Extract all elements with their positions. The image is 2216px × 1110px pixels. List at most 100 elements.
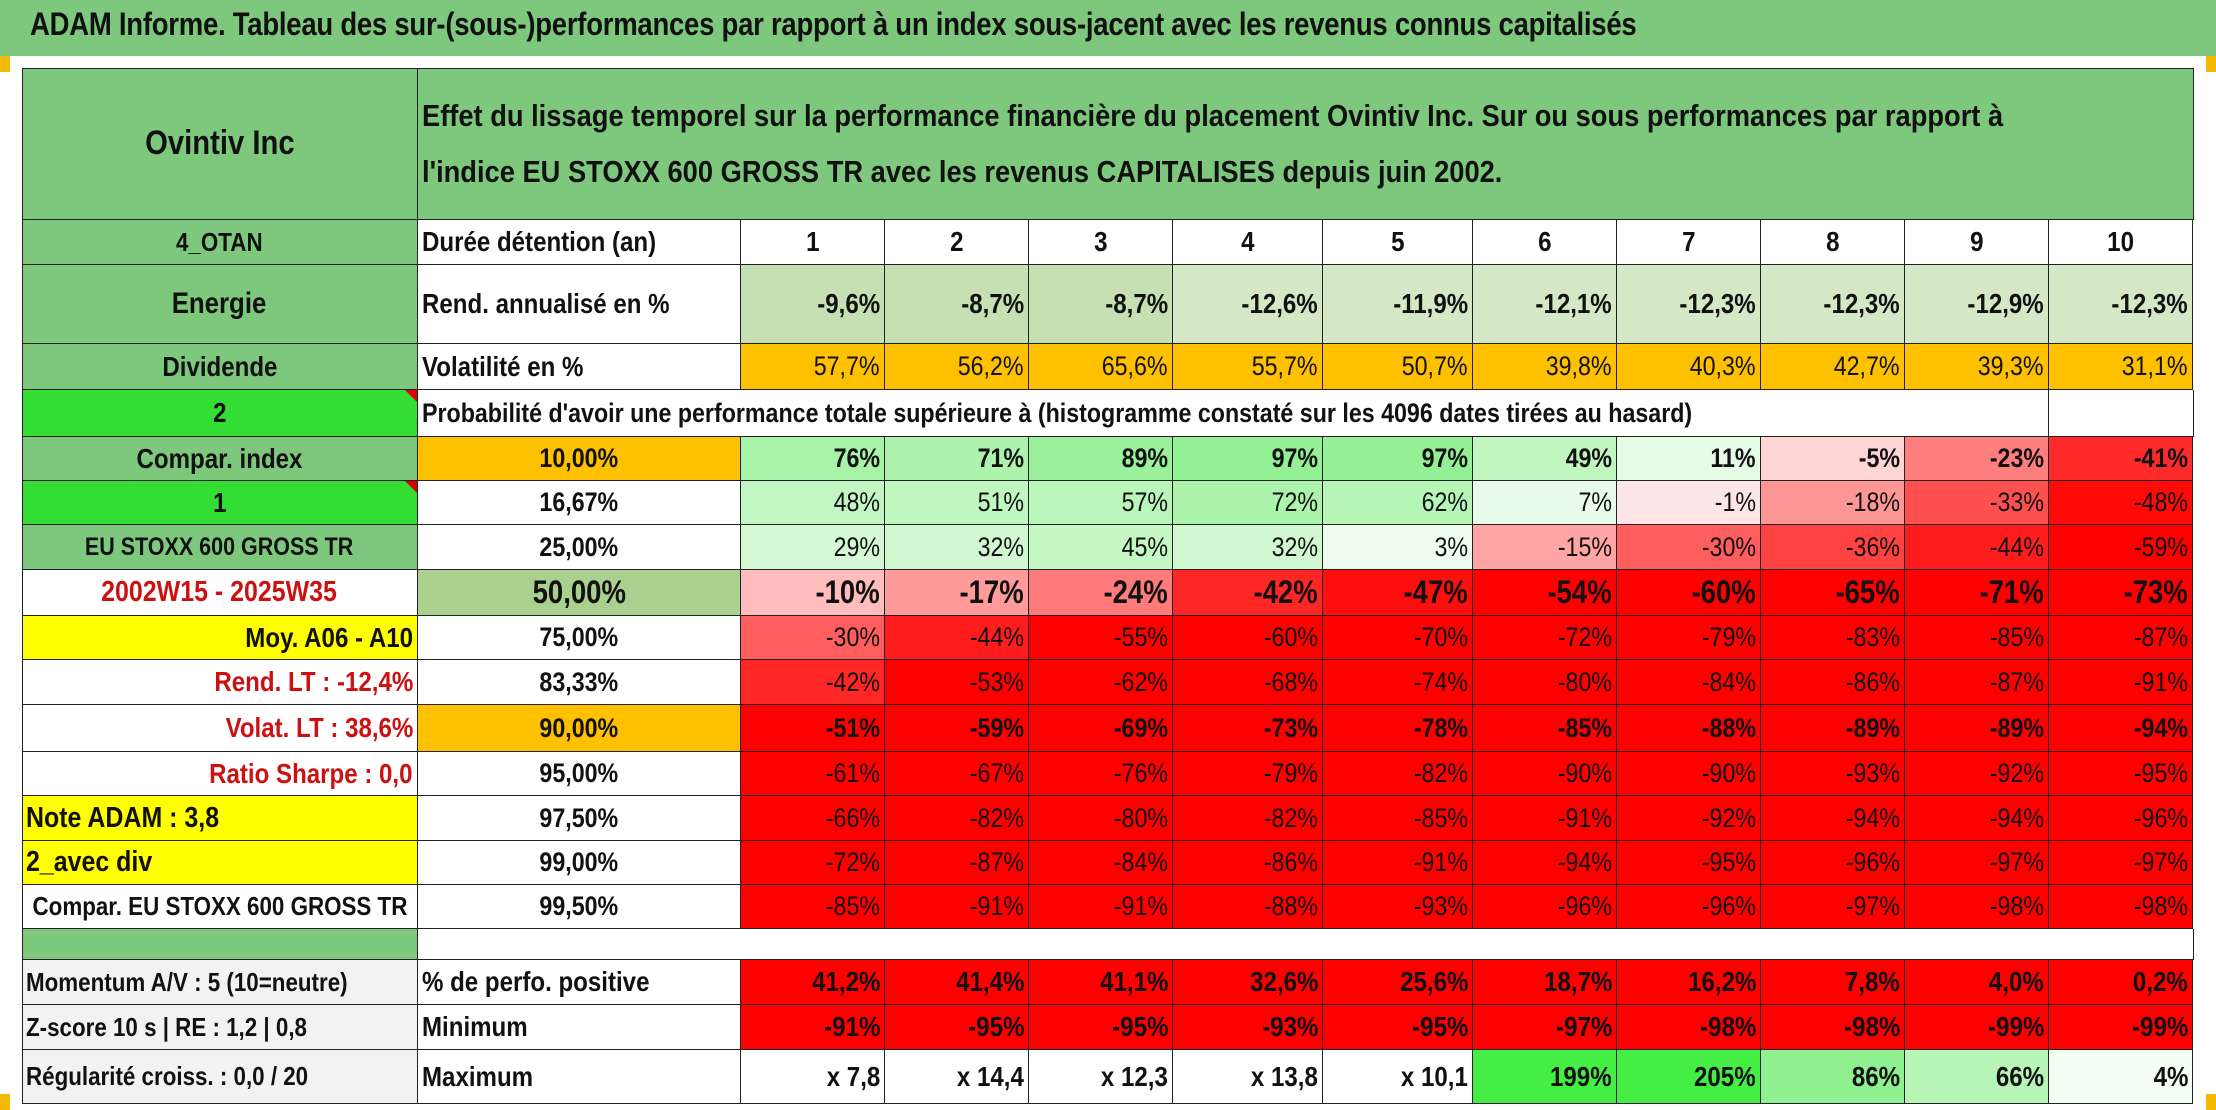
quantile-cell-text: -91% xyxy=(1113,891,1168,921)
quantile-pct-text: 97,50% xyxy=(539,802,619,833)
year-cell: 1 xyxy=(741,220,885,265)
label-volat: Volatilité en % xyxy=(418,344,741,390)
minimum-cell: -93% xyxy=(1173,1005,1323,1050)
quantile-cell: -94% xyxy=(1905,796,2049,841)
quantile-pct-text: 16,67% xyxy=(539,487,619,517)
quantile-cell: -96% xyxy=(1761,841,1905,885)
quantile-cell: -82% xyxy=(885,796,1029,841)
left-rend-lt-text: Rend. LT : -12,4% xyxy=(214,666,413,697)
year-cell-text: 9 xyxy=(1969,226,1984,257)
quantile-pct: 16,67% xyxy=(418,481,741,525)
quantile-cell: -91% xyxy=(885,885,1029,929)
maximum-cell: 205% xyxy=(1617,1050,1761,1104)
minimum-cell: -99% xyxy=(1905,1005,2049,1050)
quantile-cell: -41% xyxy=(2049,437,2193,481)
quantile-cell-text: -97% xyxy=(2133,847,2188,877)
quantile-cell: -85% xyxy=(1323,796,1473,841)
quantile-cell: -55% xyxy=(1029,616,1173,660)
quantile-cell-text: -95% xyxy=(1701,847,1756,877)
quantile-cell: -59% xyxy=(2049,525,2193,570)
maximum-cell-text: 86% xyxy=(1851,1060,1900,1092)
volat-cell-text: 57,7% xyxy=(814,351,880,381)
quantile-cell: -72% xyxy=(741,841,885,885)
quantile-cell-text: -90% xyxy=(1701,758,1756,788)
quantile-cell-text: -80% xyxy=(1557,666,1612,697)
quantile-cell: -17% xyxy=(885,570,1029,616)
quantile-cell: -69% xyxy=(1029,705,1173,752)
header-header-text-line1: Effet du lissage temporel sur la perform… xyxy=(422,97,2004,133)
quantile-cell-text: -86% xyxy=(1845,666,1900,697)
left-period-text: 2002W15 - 2025W35 xyxy=(101,576,338,608)
left-moy: Moy. A06 - A10 xyxy=(22,616,418,660)
quantile-cell-text: -66% xyxy=(825,802,880,833)
quantile-cell-text: 72% xyxy=(1271,487,1318,517)
quantile-cell-text: -72% xyxy=(825,847,880,877)
quantile-cell: -85% xyxy=(1473,705,1617,752)
maximum-cell: x 10,1 xyxy=(1323,1050,1473,1104)
maximum-cell-text: x 14,4 xyxy=(957,1060,1024,1092)
quantile-cell-text: -65% xyxy=(1835,574,1900,610)
quantile-cell: -93% xyxy=(1761,752,1905,796)
quantile-cell-text: -36% xyxy=(1845,531,1900,562)
quantile-cell: -80% xyxy=(1029,796,1173,841)
quantile-cell-text: -54% xyxy=(1547,574,1612,610)
maximum-cell-text: 205% xyxy=(1694,1060,1756,1092)
left-compar-index-label-text: Compar. index xyxy=(136,442,303,474)
label-pp: % de perfo. positive xyxy=(418,960,741,1005)
quantile-cell-text: -42% xyxy=(825,666,880,697)
quantile-cell-text: -51% xyxy=(825,712,880,743)
quantile-cell: -72% xyxy=(1473,616,1617,660)
maximum-cell-text: x 7,8 xyxy=(826,1060,880,1092)
quantile-cell: -90% xyxy=(1473,752,1617,796)
label-rend: Rend. annualisé en % xyxy=(418,265,741,344)
quantile-cell: 72% xyxy=(1173,481,1323,525)
label-probability-text: Probabilité d'avoir une performance tota… xyxy=(422,397,1693,428)
quantile-cell-text: 62% xyxy=(1421,487,1468,517)
quantile-cell-text: -96% xyxy=(1845,847,1900,877)
left-sharpe-text: Ratio Sharpe : 0,0 xyxy=(209,757,413,789)
quantile-cell: -1% xyxy=(1617,481,1761,525)
title-bar: ADAM Informe. Tableau des sur-(sous-)per… xyxy=(0,0,2216,56)
maximum-cell: x 7,8 xyxy=(741,1050,885,1104)
left-val2: 2 xyxy=(22,390,418,437)
quantile-cell: -54% xyxy=(1473,570,1617,616)
corner-marker xyxy=(0,56,10,72)
year-cell: 9 xyxy=(1905,220,2049,265)
quantile-cell: -60% xyxy=(1617,570,1761,616)
quantile-cell: -96% xyxy=(1617,885,1761,929)
left-sharpe: Ratio Sharpe : 0,0 xyxy=(22,752,418,796)
quantile-cell-text: -72% xyxy=(1557,622,1612,652)
quantile-cell-text: -98% xyxy=(2133,891,2188,921)
rend-cell-text: -9,6% xyxy=(817,288,880,319)
volat-cell: 39,8% xyxy=(1473,344,1617,390)
quantile-cell: -73% xyxy=(2049,570,2193,616)
quantile-cell: -61% xyxy=(741,752,885,796)
quantile-cell-text: 29% xyxy=(833,531,880,562)
quantile-cell: -42% xyxy=(1173,570,1323,616)
maximum-cell: x 14,4 xyxy=(885,1050,1029,1104)
quantile-cell-text: -44% xyxy=(969,622,1024,652)
left-company-text: Ovintiv Inc xyxy=(144,124,295,162)
year-cell: 8 xyxy=(1761,220,1905,265)
year-cell: 2 xyxy=(885,220,1029,265)
maximum-cell-text: x 13,8 xyxy=(1251,1060,1318,1092)
quantile-cell-text: -91% xyxy=(1413,847,1468,877)
probability-spacer xyxy=(2049,390,2194,437)
left-regularite: Régularité croiss. : 0,0 / 20 xyxy=(22,1050,418,1104)
quantile-cell-text: -97% xyxy=(1989,847,2044,877)
quantile-cell-text: -92% xyxy=(1989,758,2044,788)
quantile-cell: 57% xyxy=(1029,481,1173,525)
quantile-cell: -66% xyxy=(741,796,885,841)
quantile-cell-text: 71% xyxy=(977,443,1024,473)
quantile-cell-text: -84% xyxy=(1113,847,1168,877)
quantile-cell: 7% xyxy=(1473,481,1617,525)
quantile-cell: 32% xyxy=(885,525,1029,570)
quantile-cell-text: -47% xyxy=(1403,574,1468,610)
quantile-cell: -96% xyxy=(1473,885,1617,929)
left-avec-div-text: 2_avec div xyxy=(26,846,153,878)
quantile-cell: -96% xyxy=(2049,796,2193,841)
maximum-cell-text: 66% xyxy=(1995,1060,2044,1092)
quantile-cell: 48% xyxy=(741,481,885,525)
maximum-cell: 4% xyxy=(2049,1050,2193,1104)
quantile-cell-text: 57% xyxy=(1121,487,1168,517)
